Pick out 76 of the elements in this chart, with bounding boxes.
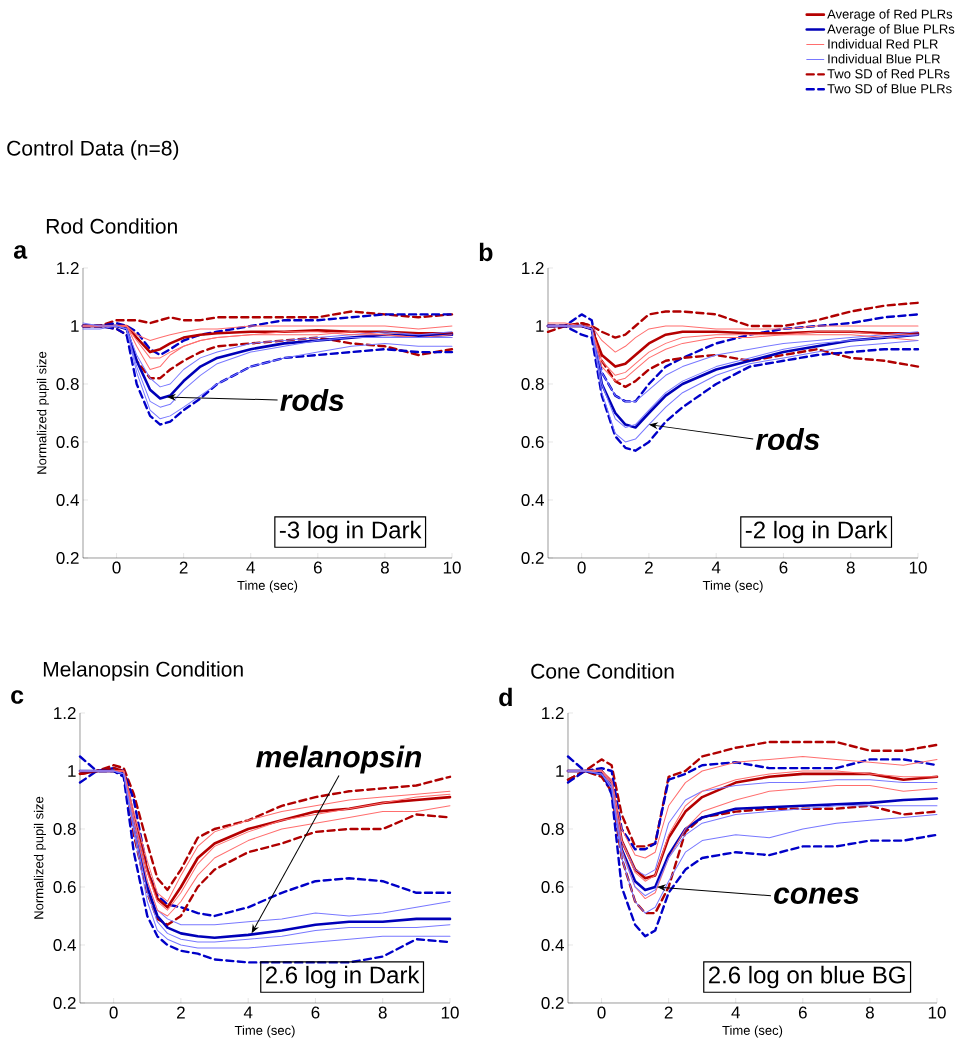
x-tick-label: 0 [577,561,586,574]
y-tick-label: 0.6 [56,435,79,449]
legend-label: Average of Blue PLRs [827,24,955,37]
legend-label: Individual Blue PLR [828,53,940,64]
y-tick-label: 1.2 [542,707,564,719]
y-axis-title: Normalized pupil size [36,351,49,474]
x-tick-label: 10 [928,1006,946,1019]
x-tick-label: 8 [846,561,855,574]
y-tick-label: 0.6 [521,435,544,449]
y-tick-label: 0.8 [521,377,544,391]
x-tick-label: 6 [313,561,322,574]
annotation: cones [774,887,859,904]
chart-subtitle: b [479,242,493,262]
annotation: -2 log in Dark [745,520,888,544]
x-tick-label: 0 [112,561,121,574]
y-tick-label: 0.4 [521,493,544,507]
chart-title: Rod Condition [46,218,177,234]
x-tick-label: 4 [246,561,255,574]
x-tick-label: 4 [731,1006,740,1019]
y-tick-label: 0.4 [541,938,564,952]
x-tick-label: 4 [243,1006,253,1019]
x-tick-label: 2 [645,561,653,574]
y-tick-label: 0.2 [521,551,544,565]
y-tick-label: 1.2 [54,707,76,719]
legend-label: Individual Red PLR [828,39,938,49]
y-tick-label: 1 [68,765,76,777]
y-tick-label: 1 [556,765,564,777]
legend-label: Average of Red PLRs [827,9,953,22]
chart-subtitle: a [13,245,28,259]
y-tick-label: 1 [536,320,544,332]
text: Control Data (n=8) [7,140,179,160]
annotation: melanopsin [256,745,422,774]
y-tick-label: 0.2 [56,551,79,565]
x-tick-label: 6 [311,1006,320,1019]
x-tick-label: 10 [441,1006,459,1019]
chart-title: Cone Condition [531,663,674,679]
x-axis-title: Time (sec) [702,580,763,593]
annotation: rods [280,388,344,411]
chart-subtitle: d [499,687,512,707]
annotation: 2.6 log on blue BG [708,965,905,989]
y-tick-label: 1.2 [522,262,544,274]
y-tick-label: 0.4 [56,493,79,507]
legend-label: Two SD of Red PLRs [827,68,950,79]
x-tick-label: 2 [179,561,188,574]
x-tick-label: 0 [109,1006,118,1019]
x-tick-label: 10 [443,561,461,574]
y-tick-label: 0.8 [56,377,79,391]
chart-title: Melanopsin Condition [43,661,243,681]
x-tick-label: 2 [664,1006,673,1019]
x-tick-label: 8 [380,561,389,574]
y-tick-label: 0.8 [541,822,564,836]
annotation: -3 log in Dark [279,520,422,544]
x-axis-title: Time (sec) [237,580,298,593]
y-tick-label: 1.2 [57,262,79,274]
y-tick-label: 0.8 [53,822,76,836]
y-axis-title: Normalized pupil size [33,796,46,919]
y-tick-label: 0.2 [53,996,76,1010]
annotation: rods [755,428,820,451]
x-tick-label: 6 [798,1006,807,1019]
x-tick-label: 4 [711,561,721,574]
x-tick-label: 2 [177,1006,185,1019]
x-tick-label: 8 [378,1006,387,1019]
y-tick-label: 0.2 [541,996,564,1010]
y-tick-label: 0.6 [53,880,76,894]
y-tick-label: 0.6 [541,880,564,894]
chart-subtitle: c [11,690,24,704]
y-tick-label: 0.4 [53,938,76,952]
annotation: 2.6 log in Dark [265,965,420,989]
x-tick-label: 10 [909,561,927,574]
legend-label: Two SD of Blue PLRs [827,83,952,94]
y-tick-label: 1 [71,320,79,332]
x-tick-label: 0 [597,1006,606,1019]
x-axis-title: Time (sec) [234,1025,295,1038]
x-tick-label: 6 [779,561,788,574]
x-tick-label: 8 [865,1006,874,1019]
x-axis-title: Time (sec) [722,1025,783,1038]
